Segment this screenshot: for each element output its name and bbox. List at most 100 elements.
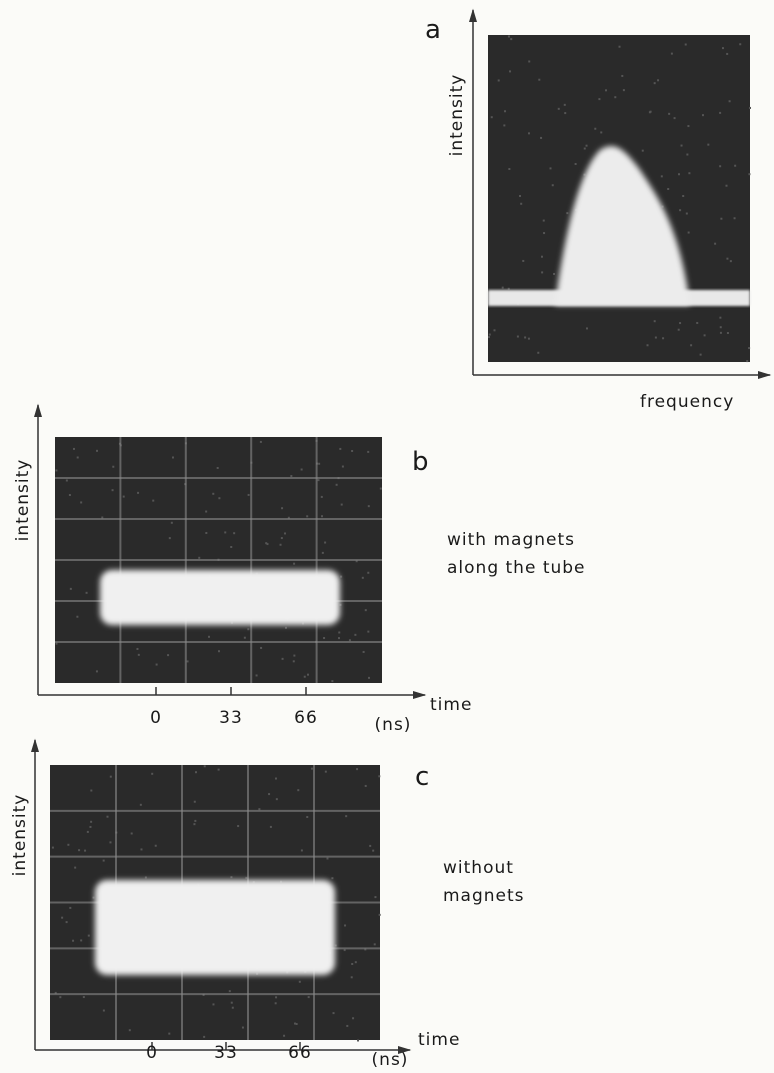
speckle: [346, 1024, 349, 1027]
speckle: [379, 487, 382, 490]
speckle: [551, 184, 554, 187]
speckle: [55, 642, 58, 645]
speckle: [351, 449, 354, 452]
speckle: [326, 857, 329, 860]
speckle: [508, 168, 511, 171]
speckle: [137, 653, 140, 656]
speckle: [585, 327, 588, 330]
speckle: [89, 825, 92, 828]
speckle: [203, 765, 206, 768]
speckle: [726, 257, 729, 260]
speckle: [61, 916, 64, 919]
speckle: [237, 825, 240, 828]
speckle: [68, 494, 71, 497]
x-axis-label: time: [430, 695, 472, 715]
speckle: [361, 576, 364, 579]
panel: intensity time b 0 33 66 (ns) with magnets along…: [13, 403, 585, 735]
y-axis-label: intensity: [10, 794, 30, 877]
speckle: [168, 537, 171, 540]
speckle: [112, 465, 115, 468]
speckle: [667, 188, 670, 191]
speckle: [378, 913, 381, 916]
speckle: [527, 132, 530, 135]
speckle: [678, 173, 681, 176]
speckle: [167, 654, 170, 657]
speckle: [284, 626, 287, 629]
speckle: [335, 483, 338, 486]
speckle: [208, 635, 211, 638]
speckle: [668, 112, 671, 115]
speckle: [266, 543, 269, 546]
speckle: [140, 848, 143, 851]
speckle: [719, 331, 722, 334]
speckle: [682, 195, 685, 198]
speckle: [275, 996, 278, 999]
speckle: [364, 609, 367, 612]
speckle: [298, 980, 301, 983]
speckle: [67, 843, 70, 846]
speckle: [646, 344, 649, 347]
speckle: [719, 111, 722, 114]
speckle: [259, 440, 262, 443]
speckle: [283, 1034, 286, 1037]
speckle: [687, 231, 690, 234]
speckle: [76, 615, 79, 618]
speckle: [111, 489, 114, 492]
speckle: [230, 1001, 233, 1004]
speckle: [340, 503, 343, 506]
speckle: [306, 515, 309, 518]
panel: intensity time c 0 33 66 (ns) without magnets: [10, 738, 524, 1070]
speckle: [205, 510, 208, 513]
speckle: [217, 768, 220, 771]
speckle: [520, 202, 523, 205]
speckle: [279, 543, 282, 546]
speckle: [51, 846, 54, 849]
speckle: [306, 673, 309, 676]
speckle: [310, 767, 313, 770]
speckle: [255, 674, 258, 677]
speckle: [275, 798, 278, 801]
speckle: [714, 242, 717, 245]
speckle: [307, 996, 310, 999]
speckle: [660, 175, 663, 178]
speckle: [719, 326, 722, 329]
speckle: [339, 603, 342, 606]
speckle: [341, 465, 344, 468]
speckle: [688, 172, 691, 175]
speckle: [538, 78, 541, 81]
speckle: [677, 328, 680, 331]
speckle: [726, 52, 729, 55]
speckle: [318, 462, 321, 465]
speckle: [720, 217, 723, 220]
speckle: [657, 79, 660, 82]
panel-label: b: [412, 447, 430, 477]
speckle: [357, 1039, 360, 1042]
speckle: [543, 232, 546, 235]
speckle: [323, 637, 326, 640]
speckle: [351, 962, 354, 965]
speckle: [583, 173, 586, 176]
speckle: [59, 996, 62, 999]
speckle: [564, 112, 567, 115]
speckle: [72, 447, 75, 450]
speckle: [281, 507, 284, 510]
speckle: [343, 949, 346, 952]
speckle: [699, 353, 702, 356]
speckle: [614, 96, 617, 99]
speckle: [687, 125, 690, 128]
speckle: [331, 680, 334, 683]
speckle: [274, 777, 277, 780]
speckle: [725, 184, 728, 187]
speckle: [324, 770, 327, 773]
speckle: [290, 475, 293, 478]
speckle: [510, 38, 513, 41]
unit: (ns): [372, 1050, 409, 1070]
speckle: [490, 116, 493, 119]
speckle: [719, 165, 722, 168]
speckle: [247, 493, 250, 496]
speckle: [537, 351, 540, 354]
speckle: [284, 532, 287, 535]
speckle: [355, 560, 358, 563]
speckle: [368, 676, 371, 679]
speckle: [574, 162, 577, 165]
